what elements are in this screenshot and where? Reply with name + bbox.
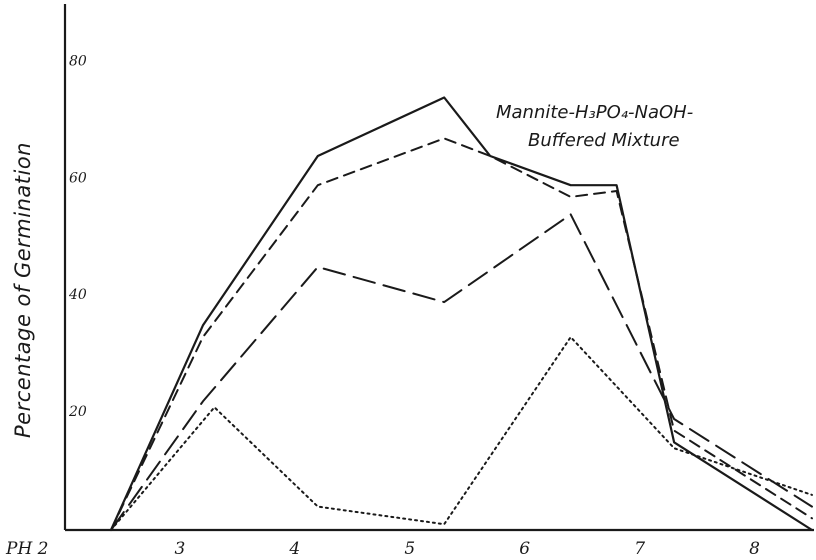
y-tick-label: 80 [69, 53, 87, 69]
y-tick-label: 60 [69, 170, 87, 186]
x-axis-label: PH 2 [5, 539, 48, 559]
series-line-long-dash [110, 213, 813, 531]
x-tick-labels: 3 4 5 6 7 8 [175, 539, 761, 559]
y-tick-labels: 20 40 60 80 [68, 53, 87, 420]
x-tick-label: 5 [404, 539, 415, 559]
x-tick-label: 3 [175, 539, 186, 559]
y-axis-label: Percentage of Germination [11, 142, 35, 438]
annotation-line-1: Mannite-H₃PO₄-NaOH- [496, 102, 693, 123]
series-layer [109, 96, 814, 532]
x-tick-label: 8 [749, 539, 760, 559]
series-line-short-dash [110, 137, 813, 531]
x-tick-label: 6 [519, 539, 530, 559]
y-tick-label: 40 [68, 287, 87, 303]
annotation-line-2: Buffered Mixture [528, 130, 680, 151]
series-line-dotted [110, 336, 813, 531]
x-tick-label: 7 [634, 539, 645, 559]
x-tick-label: 4 [288, 539, 300, 559]
series-line-solid [109, 96, 814, 532]
axes [63, 4, 814, 532]
y-tick-label: 20 [68, 404, 87, 420]
